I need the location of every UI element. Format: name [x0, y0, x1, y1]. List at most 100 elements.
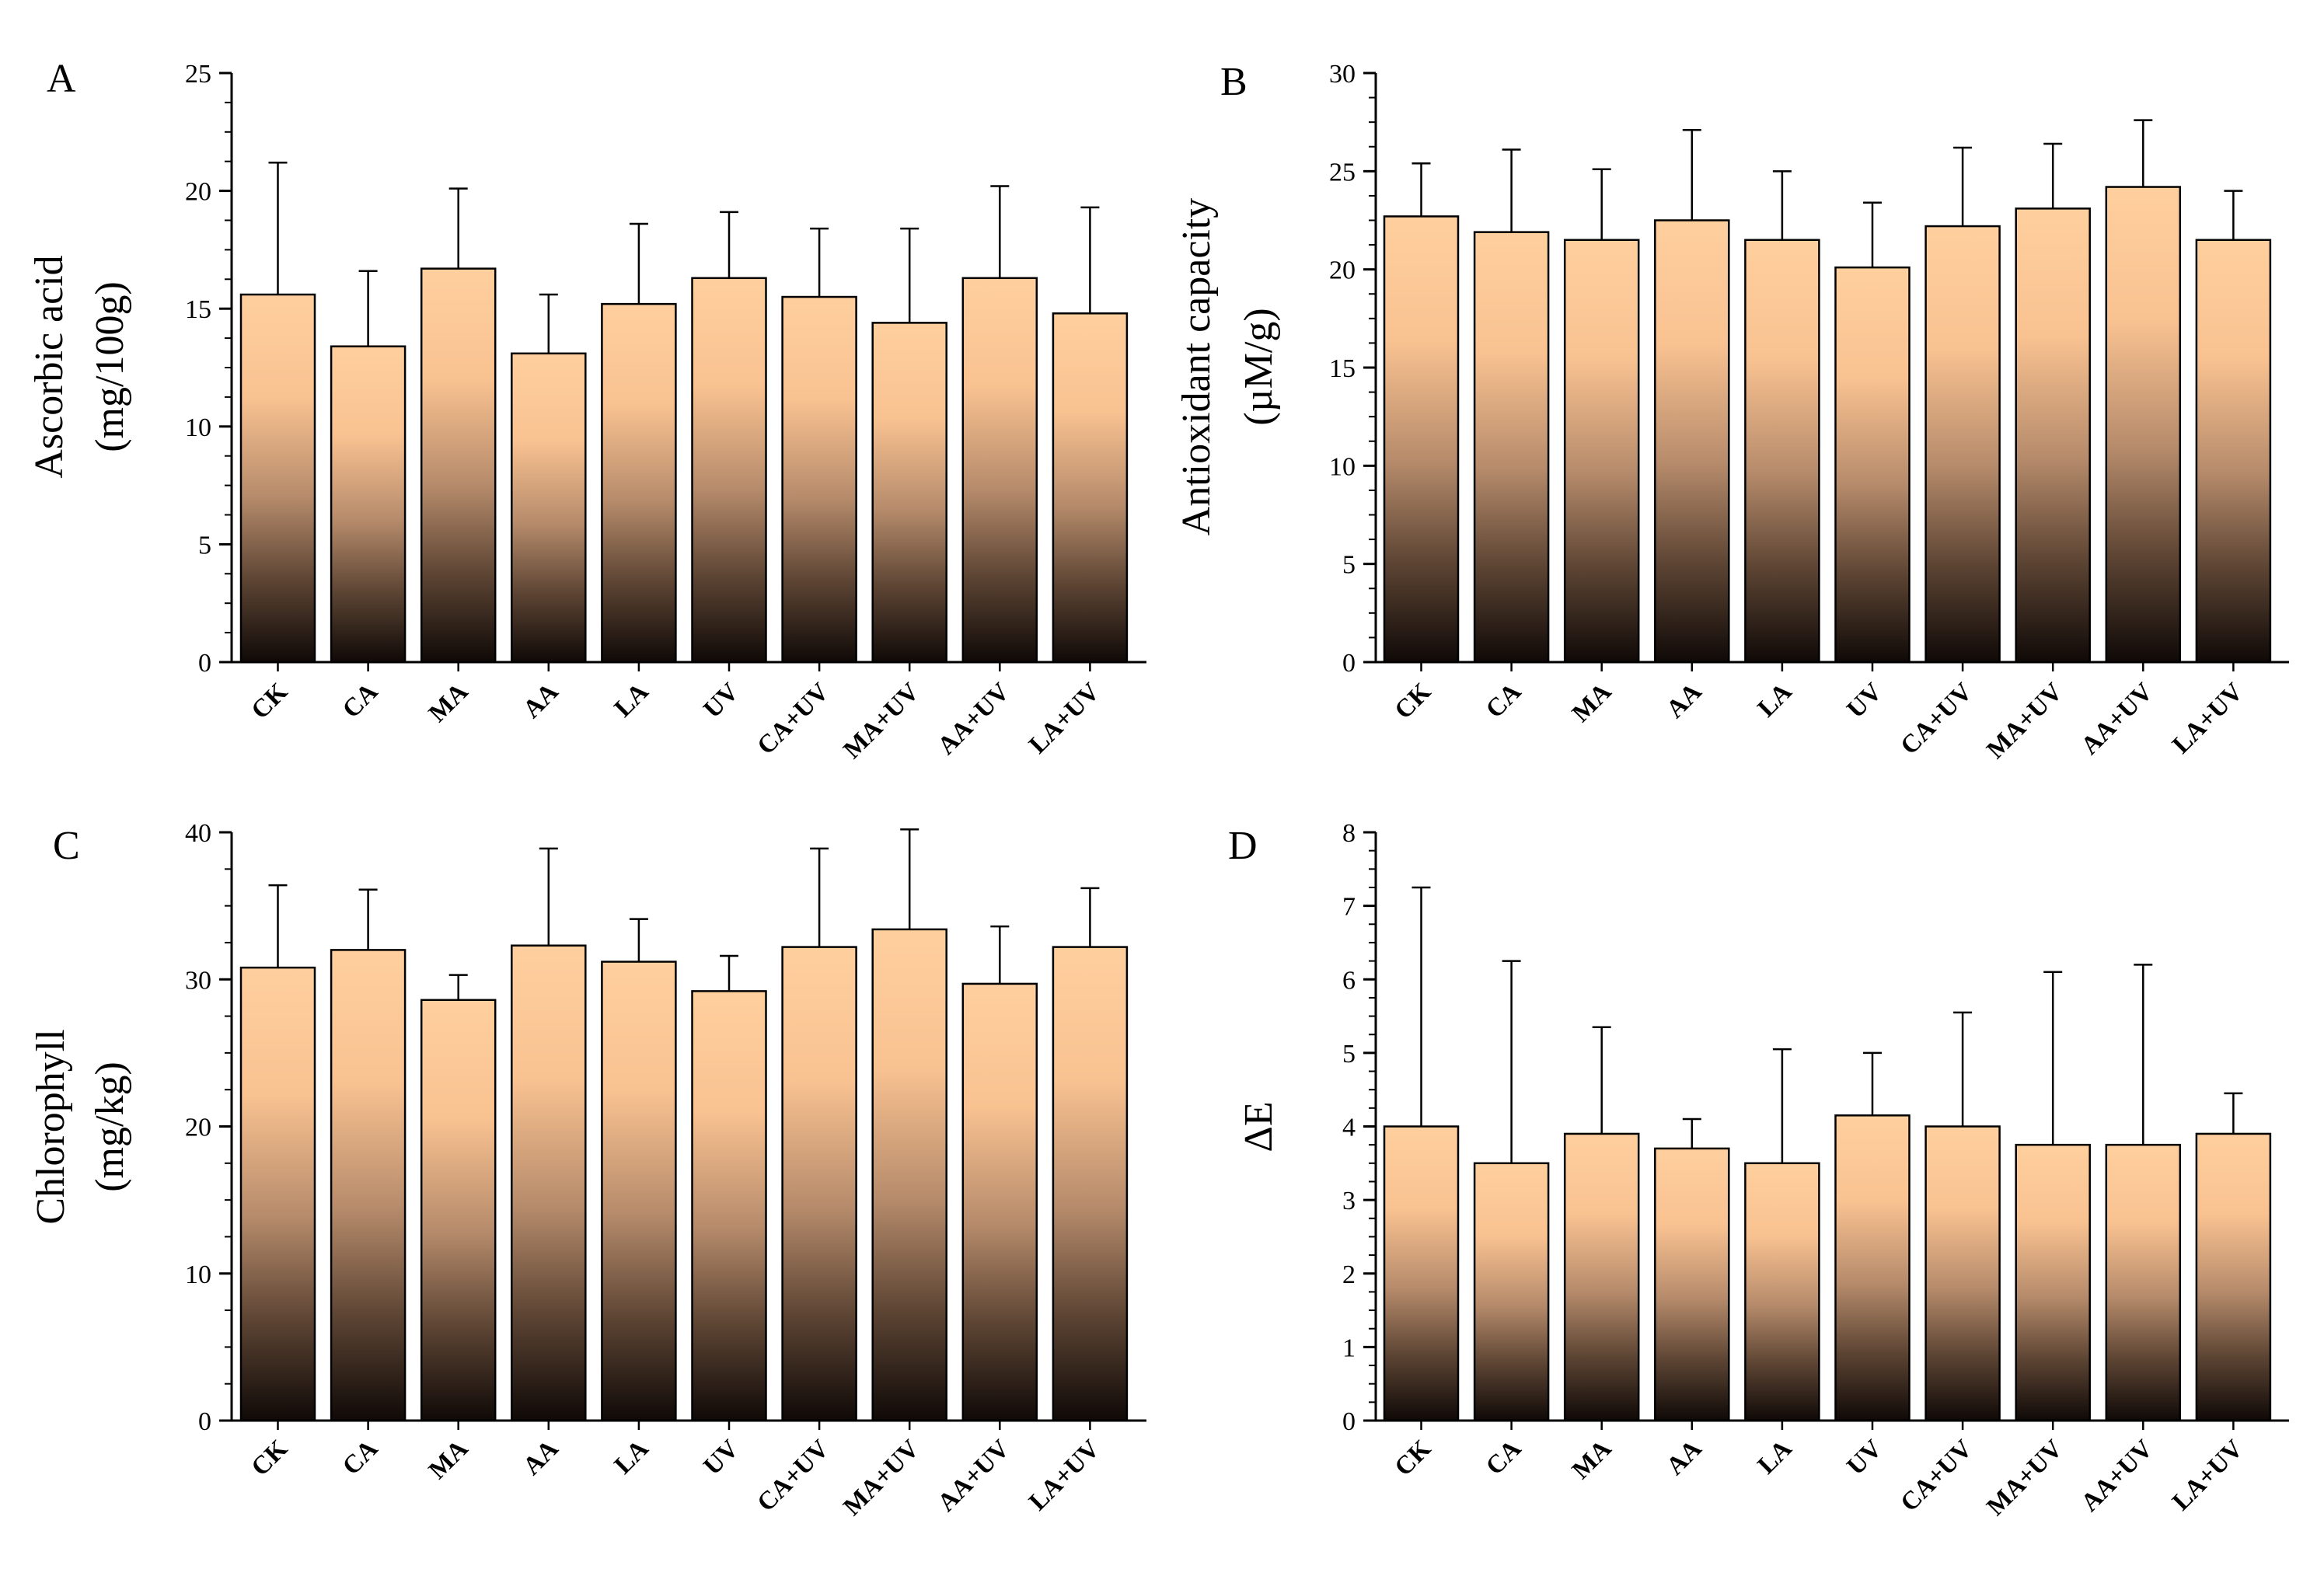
bar [601, 961, 677, 1422]
x-tick-label: AA+UV [933, 678, 1015, 760]
panel-letter: D [1228, 824, 1258, 868]
y-axis-label: Antioxidant capacity [1174, 198, 1219, 536]
bar [1924, 225, 2001, 664]
y-tick-label: 5 [1342, 551, 1356, 580]
bar [691, 990, 767, 1422]
panel-letter: C [53, 824, 80, 868]
bar [691, 277, 767, 664]
x-tick-label: MA [424, 1435, 473, 1484]
bar [511, 352, 587, 664]
bar [1473, 1162, 1550, 1422]
y-tick-label: 10 [185, 413, 211, 442]
x-tick-label: MA [1567, 1435, 1617, 1484]
x-tick-label: CK [246, 678, 294, 725]
bar [1563, 1132, 1640, 1422]
x-tick-label: AA+UV [2076, 678, 2158, 760]
y-axis-label: (mg/100g) [88, 281, 132, 452]
x-tick-label: UV [698, 678, 744, 724]
bar [1563, 239, 1640, 664]
panel-letter: A [47, 57, 76, 101]
y-tick-label: 5 [198, 531, 211, 560]
x-tick-label: MA [1567, 678, 1617, 727]
x-tick-label: CA [337, 1435, 383, 1480]
x-tick-label: UV [698, 1435, 744, 1480]
y-tick-label: 25 [1329, 158, 1356, 187]
x-tick-label: UV [1841, 678, 1887, 724]
y-axis-label: Ascorbic acid [27, 255, 72, 478]
x-tick-label: CA [337, 678, 383, 724]
bar [2195, 1132, 2272, 1422]
y-tick-label: 0 [198, 649, 211, 678]
y-tick-label: 15 [185, 295, 211, 324]
x-tick-label: CA [1481, 1435, 1527, 1480]
bar [1654, 219, 1730, 664]
bar [781, 946, 857, 1422]
y-tick-label: 30 [185, 966, 211, 995]
y-tick-label: 20 [185, 178, 211, 207]
x-tick-label: LA+UV [1024, 678, 1105, 759]
y-axis-label: (mg/kg) [88, 1062, 132, 1192]
bar [2015, 1143, 2091, 1422]
bar [2015, 207, 2091, 664]
x-tick-label: AA [518, 1435, 564, 1480]
x-tick-label: AA [518, 678, 564, 724]
bar [1383, 215, 1460, 664]
chart-panel-b: 0 5 10 15 20 25 30 CK CA MA AA LA UV CA+UV MA+UV AA+UV L… [1174, 60, 2289, 765]
y-tick-label: 2 [1342, 1260, 1356, 1289]
y-axis-label: ΔE [1237, 1101, 1281, 1152]
y-tick-label: 0 [1342, 1407, 1356, 1436]
bar [961, 982, 1038, 1422]
bar [330, 949, 407, 1422]
x-tick-label: AA+UV [2076, 1435, 2158, 1517]
bar [1473, 231, 1550, 664]
x-tick-label: LA [609, 678, 654, 723]
chart-panel-d: 0 1 2 3 4 5 6 7 8 CK CA MA AA LA UV CA+UV MA+UV AA+UV LA+U… [1228, 819, 2289, 1522]
y-tick-label: 25 [185, 60, 211, 89]
y-tick-label: 20 [185, 1114, 211, 1142]
y-tick-label: 40 [185, 819, 211, 848]
y-tick-label: 4 [1342, 1114, 1356, 1142]
bar [1383, 1125, 1460, 1422]
x-tick-label: LA+UV [2167, 678, 2249, 759]
y-tick-label: 8 [1342, 819, 1356, 848]
x-tick-label: AA+UV [933, 1435, 1015, 1517]
y-tick-label: 0 [198, 1407, 211, 1436]
y-tick-label: 20 [1329, 256, 1356, 285]
bar [330, 345, 407, 664]
x-tick-label: CA+UV [752, 678, 835, 760]
x-tick-label: UV [1841, 1435, 1887, 1480]
bar [239, 293, 316, 664]
x-tick-label: CA+UV [1896, 678, 1978, 760]
bar [1924, 1125, 2001, 1422]
y-tick-label: 15 [1329, 354, 1356, 383]
x-tick-label: CA+UV [752, 1435, 835, 1517]
bar [1052, 312, 1129, 664]
bar [511, 944, 587, 1422]
bar [239, 966, 316, 1422]
bar [961, 277, 1038, 664]
bar [420, 999, 497, 1422]
bar [1052, 946, 1129, 1422]
x-tick-label: AA [1661, 678, 1707, 724]
y-tick-label: 3 [1342, 1187, 1356, 1215]
panel-letter: B [1220, 60, 1247, 104]
x-tick-label: LA [1753, 1435, 1798, 1480]
x-tick-label: MA+UV [1982, 678, 2068, 764]
x-tick-label: LA+UV [1024, 1435, 1105, 1516]
y-tick-label: 10 [185, 1260, 211, 1289]
y-tick-label: 10 [1329, 452, 1356, 481]
x-tick-label: CK [1390, 1435, 1437, 1482]
x-tick-label: LA+UV [2167, 1435, 2249, 1516]
bar [781, 295, 857, 664]
bar [1834, 266, 1910, 664]
bar [871, 928, 947, 1422]
bar [1834, 1114, 1910, 1422]
bar [2105, 1143, 2182, 1422]
y-tick-label: 30 [1329, 60, 1356, 89]
y-axis-label: (µM/g) [1237, 308, 1281, 425]
x-tick-label: MA+UV [839, 1435, 925, 1521]
y-tick-label: 1 [1342, 1334, 1356, 1362]
x-tick-label: CA+UV [1896, 1435, 1978, 1517]
x-tick-label: AA [1661, 1435, 1707, 1480]
